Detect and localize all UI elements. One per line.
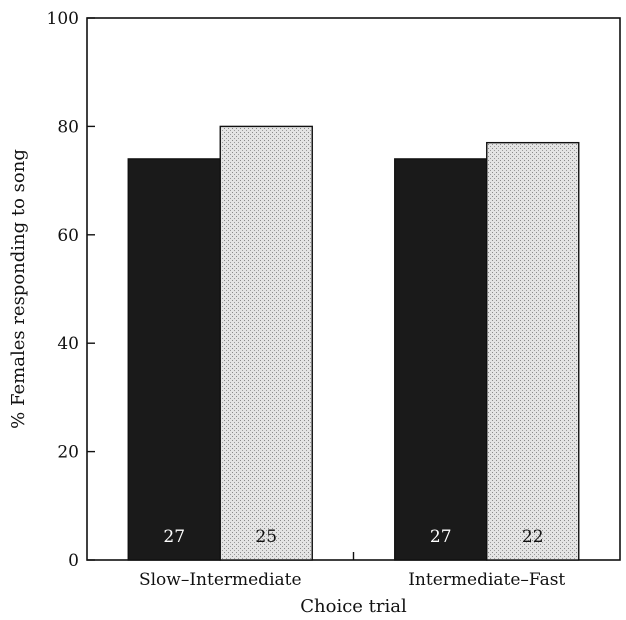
bar (394, 158, 488, 561)
y-tick-label: 0 (68, 551, 79, 571)
x-tick-label: Intermediate–Fast (408, 570, 565, 590)
y-tick-label: 40 (57, 334, 79, 354)
y-tick-label: 20 (57, 443, 79, 463)
bar (127, 158, 221, 561)
bar (219, 125, 313, 561)
bar-sample-size-label: 27 (430, 527, 452, 547)
y-tick-label: 60 (57, 226, 79, 246)
y-axis-title: % Females responding to song (8, 149, 29, 429)
bar-labels: 27 25 27 22 (163, 527, 543, 547)
x-axis-title: Choice trial (300, 596, 407, 617)
x-axis-ticks: Slow–Intermediate Intermediate–Fast (139, 552, 565, 590)
bar (486, 141, 580, 561)
bar-sample-size-label: 27 (163, 527, 185, 547)
x-tick-label: Slow–Intermediate (139, 570, 302, 590)
bar-sample-size-label: 22 (522, 527, 544, 547)
y-tick-label: 100 (47, 9, 79, 29)
bar-sample-size-label: 25 (255, 527, 277, 547)
y-tick-label: 80 (57, 117, 79, 137)
bars (127, 125, 580, 561)
y-axis-ticks: 0 20 40 60 80 100 (47, 9, 95, 571)
